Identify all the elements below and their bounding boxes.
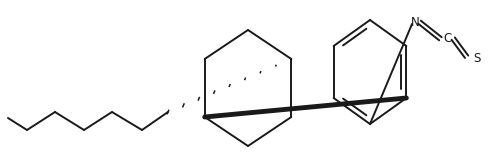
Text: C: C: [443, 32, 451, 45]
Text: N: N: [411, 16, 420, 28]
Text: S: S: [473, 51, 481, 65]
